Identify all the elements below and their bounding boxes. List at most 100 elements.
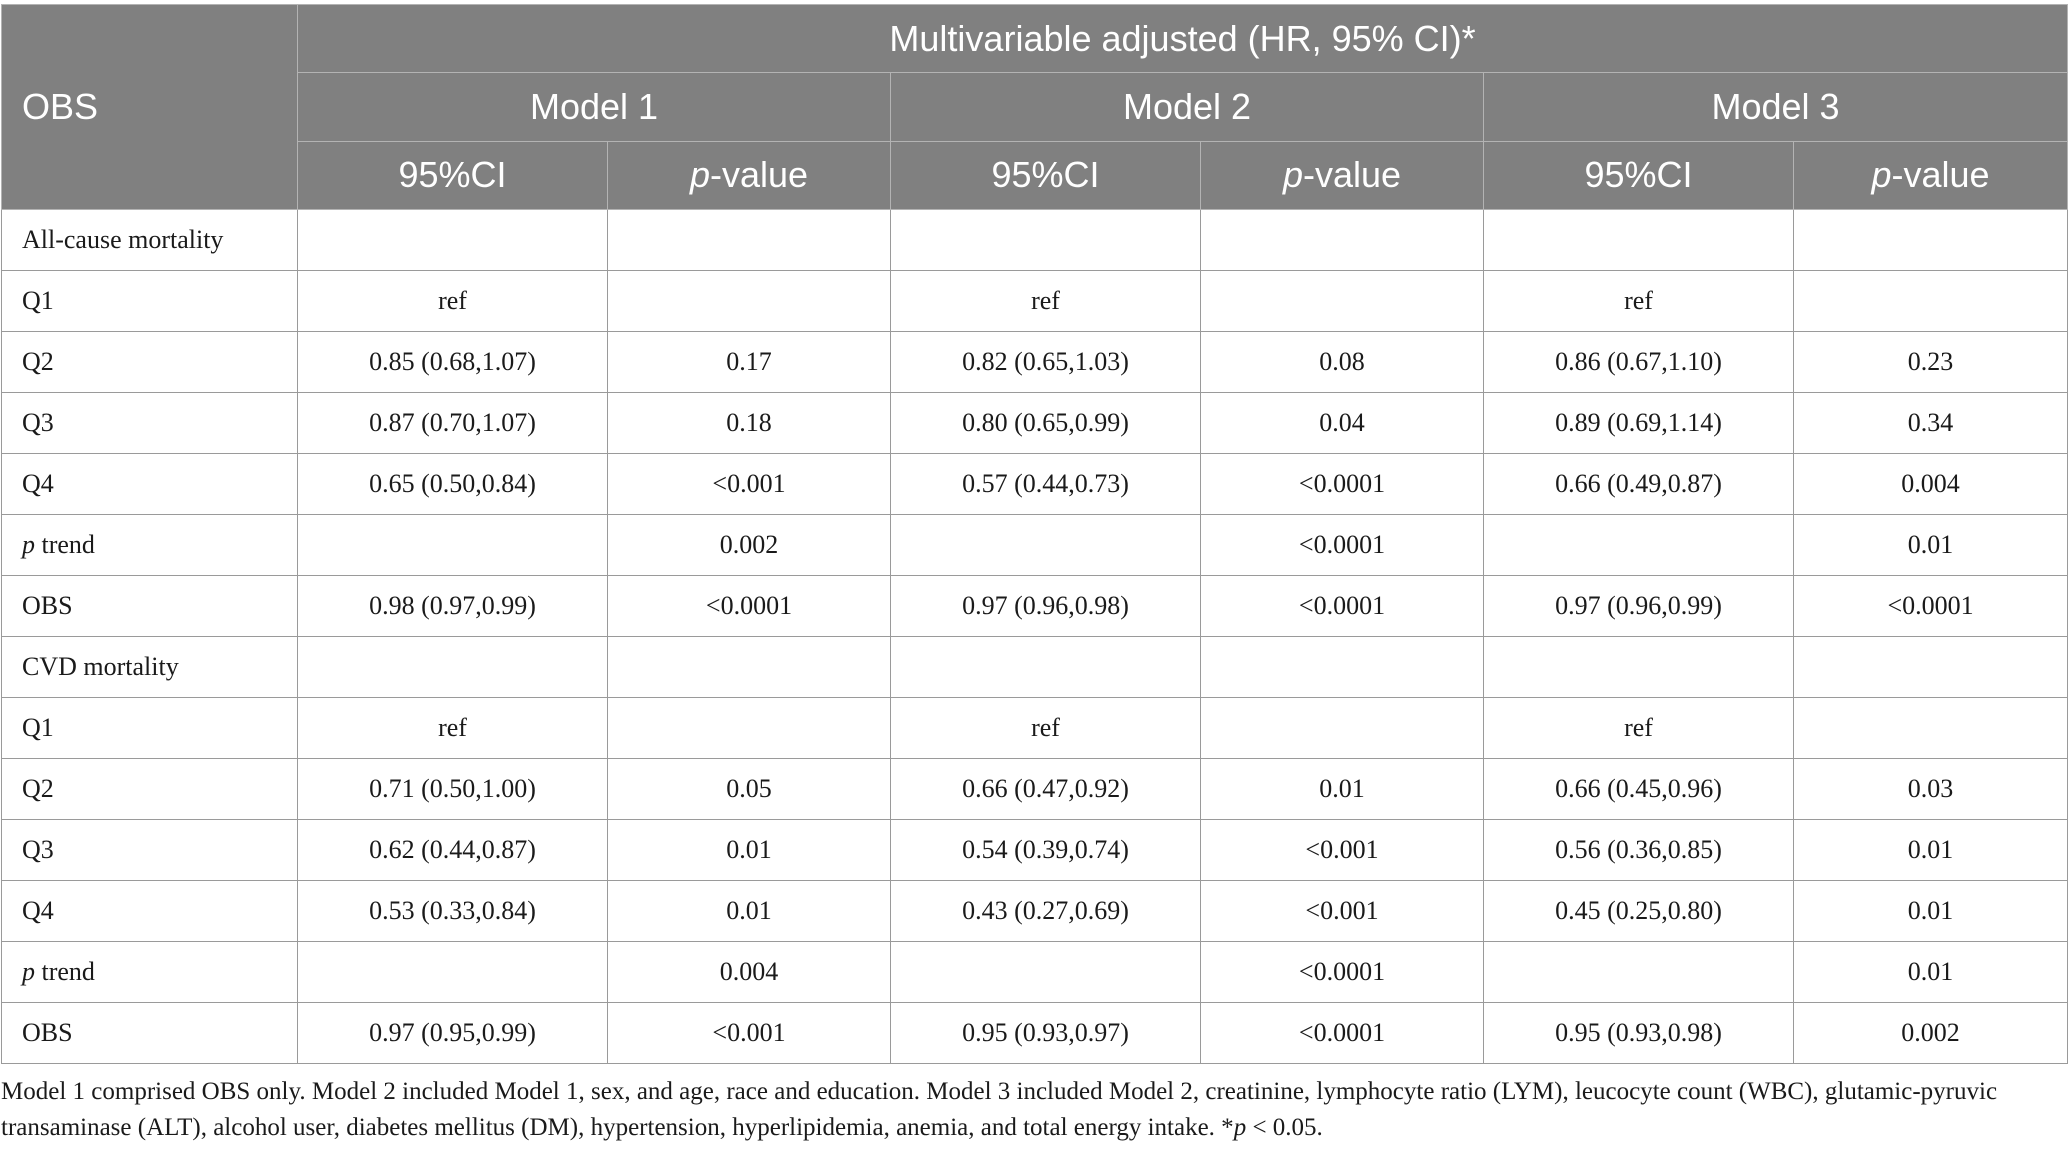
header-pvalue: p-value: [1200, 140, 1484, 211]
pvalue-cell: 0.01: [1792, 514, 2068, 576]
pvalue-cell: [607, 697, 891, 759]
pvalue-cell: <0.0001: [1200, 514, 1484, 576]
empty-cell: [890, 209, 1201, 271]
header-ci: 95%CI: [297, 140, 608, 211]
ci-cell: 0.87 (0.70,1.07): [297, 392, 608, 454]
header-model-2: Model 2: [890, 72, 1484, 142]
ci-cell: 0.66 (0.49,0.87): [1483, 453, 1794, 515]
empty-cell: [607, 209, 891, 271]
pvalue-cell: 0.03: [1792, 758, 2068, 820]
ci-cell: [890, 514, 1201, 576]
pvalue-cell: 0.04: [1200, 392, 1484, 454]
header-pvalue: p-value: [607, 140, 891, 211]
pvalue-cell: <0.0001: [1200, 453, 1484, 515]
ci-cell: 0.95 (0.93,0.98): [1483, 1002, 1794, 1064]
pvalue-cell: 0.01: [1200, 758, 1484, 820]
row-label: Q3: [1, 819, 298, 881]
row-label: OBS: [1, 1002, 298, 1064]
row-label: p trend: [1, 514, 298, 576]
pvalue-cell: [607, 270, 891, 332]
empty-cell: [297, 636, 608, 698]
table-row: p trend 0.004 <0.0001 0.01: [1, 941, 2068, 1003]
header-model-1: Model 1: [297, 72, 891, 142]
ci-cell: [297, 941, 608, 1003]
ci-cell: [1483, 941, 1794, 1003]
ci-cell: 0.57 (0.44,0.73): [890, 453, 1201, 515]
empty-cell: [607, 636, 891, 698]
empty-cell: [890, 636, 1201, 698]
table-row: Q1 ref ref ref: [1, 270, 2068, 332]
pvalue-cell: <0.0001: [1200, 1002, 1484, 1064]
pvalue-cell: 0.002: [1792, 1002, 2068, 1064]
pvalue-cell: <0.0001: [1200, 941, 1484, 1003]
ci-cell: 0.71 (0.50,1.00): [297, 758, 608, 820]
section-title: CVD mortality: [1, 636, 298, 698]
pvalue-cell: 0.17: [607, 331, 891, 393]
ci-cell: ref: [890, 270, 1201, 332]
row-label: Q4: [1, 453, 298, 515]
table-row: Q3 0.87 (0.70,1.07) 0.18 0.80 (0.65,0.99) 0.…: [1, 392, 2068, 454]
ci-cell: ref: [1483, 270, 1794, 332]
pvalue-cell: 0.004: [1792, 453, 2068, 515]
section-row: All-cause mortality: [1, 209, 2068, 271]
header-pvalue: p-value: [1792, 140, 2068, 211]
row-label: Q3: [1, 392, 298, 454]
ci-cell: ref: [297, 697, 608, 759]
table-row: Q3 0.62 (0.44,0.87) 0.01 0.54 (0.39,0.74) <0…: [1, 819, 2068, 881]
ci-cell: 0.85 (0.68,1.07): [297, 331, 608, 393]
ci-cell: 0.95 (0.93,0.97): [890, 1002, 1201, 1064]
ci-cell: 0.65 (0.50,0.84): [297, 453, 608, 515]
section-title: All-cause mortality: [1, 209, 298, 271]
row-label: OBS: [1, 575, 298, 637]
ci-cell: 0.66 (0.45,0.96): [1483, 758, 1794, 820]
row-label: Q4: [1, 880, 298, 942]
pvalue-cell: 0.34: [1792, 392, 2068, 454]
row-label: p trend: [1, 941, 298, 1003]
empty-cell: [1483, 636, 1794, 698]
row-label: Q1: [1, 270, 298, 332]
table-row: Q4 0.65 (0.50,0.84) <0.001 0.57 (0.44,0.73)…: [1, 453, 2068, 515]
table-row: Q2 0.71 (0.50,1.00) 0.05 0.66 (0.47,0.92) 0.…: [1, 758, 2068, 820]
pvalue-cell: [1792, 270, 2068, 332]
ci-cell: 0.82 (0.65,1.03): [890, 331, 1201, 393]
table-row: OBS 0.98 (0.97,0.99) <0.0001 0.97 (0.96,0.9…: [1, 575, 2068, 637]
pvalue-cell: <0.0001: [1792, 575, 2068, 637]
pvalue-cell: <0.0001: [1200, 575, 1484, 637]
table-row: p trend 0.002 <0.0001 0.01: [1, 514, 2068, 576]
ci-cell: ref: [1483, 697, 1794, 759]
ci-cell: 0.97 (0.96,0.99): [1483, 575, 1794, 637]
pvalue-cell: <0.0001: [607, 575, 891, 637]
empty-cell: [1200, 209, 1484, 271]
ci-cell: 0.53 (0.33,0.84): [297, 880, 608, 942]
ci-cell: 0.80 (0.65,0.99): [890, 392, 1201, 454]
table-row: OBS 0.97 (0.95,0.99) <0.001 0.95 (0.93,0.97…: [1, 1002, 2068, 1064]
header-ci: 95%CI: [1483, 140, 1794, 211]
pvalue-cell: <0.001: [607, 453, 891, 515]
header-group-title: Multivariable adjusted (HR, 95% CI)*: [296, 3, 2068, 74]
table-row: Q4 0.53 (0.33,0.84) 0.01 0.43 (0.27,0.69) <0…: [1, 880, 2068, 942]
table-row: Q1 ref ref ref: [1, 697, 2068, 759]
ci-cell: ref: [890, 697, 1201, 759]
ci-cell: 0.56 (0.36,0.85): [1483, 819, 1794, 881]
pvalue-cell: <0.001: [607, 1002, 891, 1064]
pvalue-cell: 0.004: [607, 941, 891, 1003]
pvalue-cell: 0.23: [1792, 331, 2068, 393]
ci-cell: 0.98 (0.97,0.99): [297, 575, 608, 637]
pvalue-cell: 0.01: [1792, 819, 2068, 881]
pvalue-cell: 0.01: [607, 819, 891, 881]
table-header: OBS Multivariable adjusted (HR, 95% CI)*…: [1, 3, 2068, 211]
ci-cell: 0.89 (0.69,1.14): [1483, 392, 1794, 454]
empty-cell: [1792, 209, 2068, 271]
empty-cell: [1200, 636, 1484, 698]
ci-cell: 0.97 (0.96,0.98): [890, 575, 1201, 637]
pvalue-cell: <0.001: [1200, 880, 1484, 942]
results-table: OBS Multivariable adjusted (HR, 95% CI)*…: [1, 3, 2068, 1064]
pvalue-cell: 0.002: [607, 514, 891, 576]
ci-cell: 0.43 (0.27,0.69): [890, 880, 1201, 942]
empty-cell: [1792, 636, 2068, 698]
ci-cell: 0.97 (0.95,0.99): [297, 1002, 608, 1064]
table-footnote: Model 1 comprised OBS only. Model 2 incl…: [1, 1078, 1998, 1141]
ci-cell: [297, 514, 608, 576]
header-row-label: OBS: [1, 4, 298, 210]
